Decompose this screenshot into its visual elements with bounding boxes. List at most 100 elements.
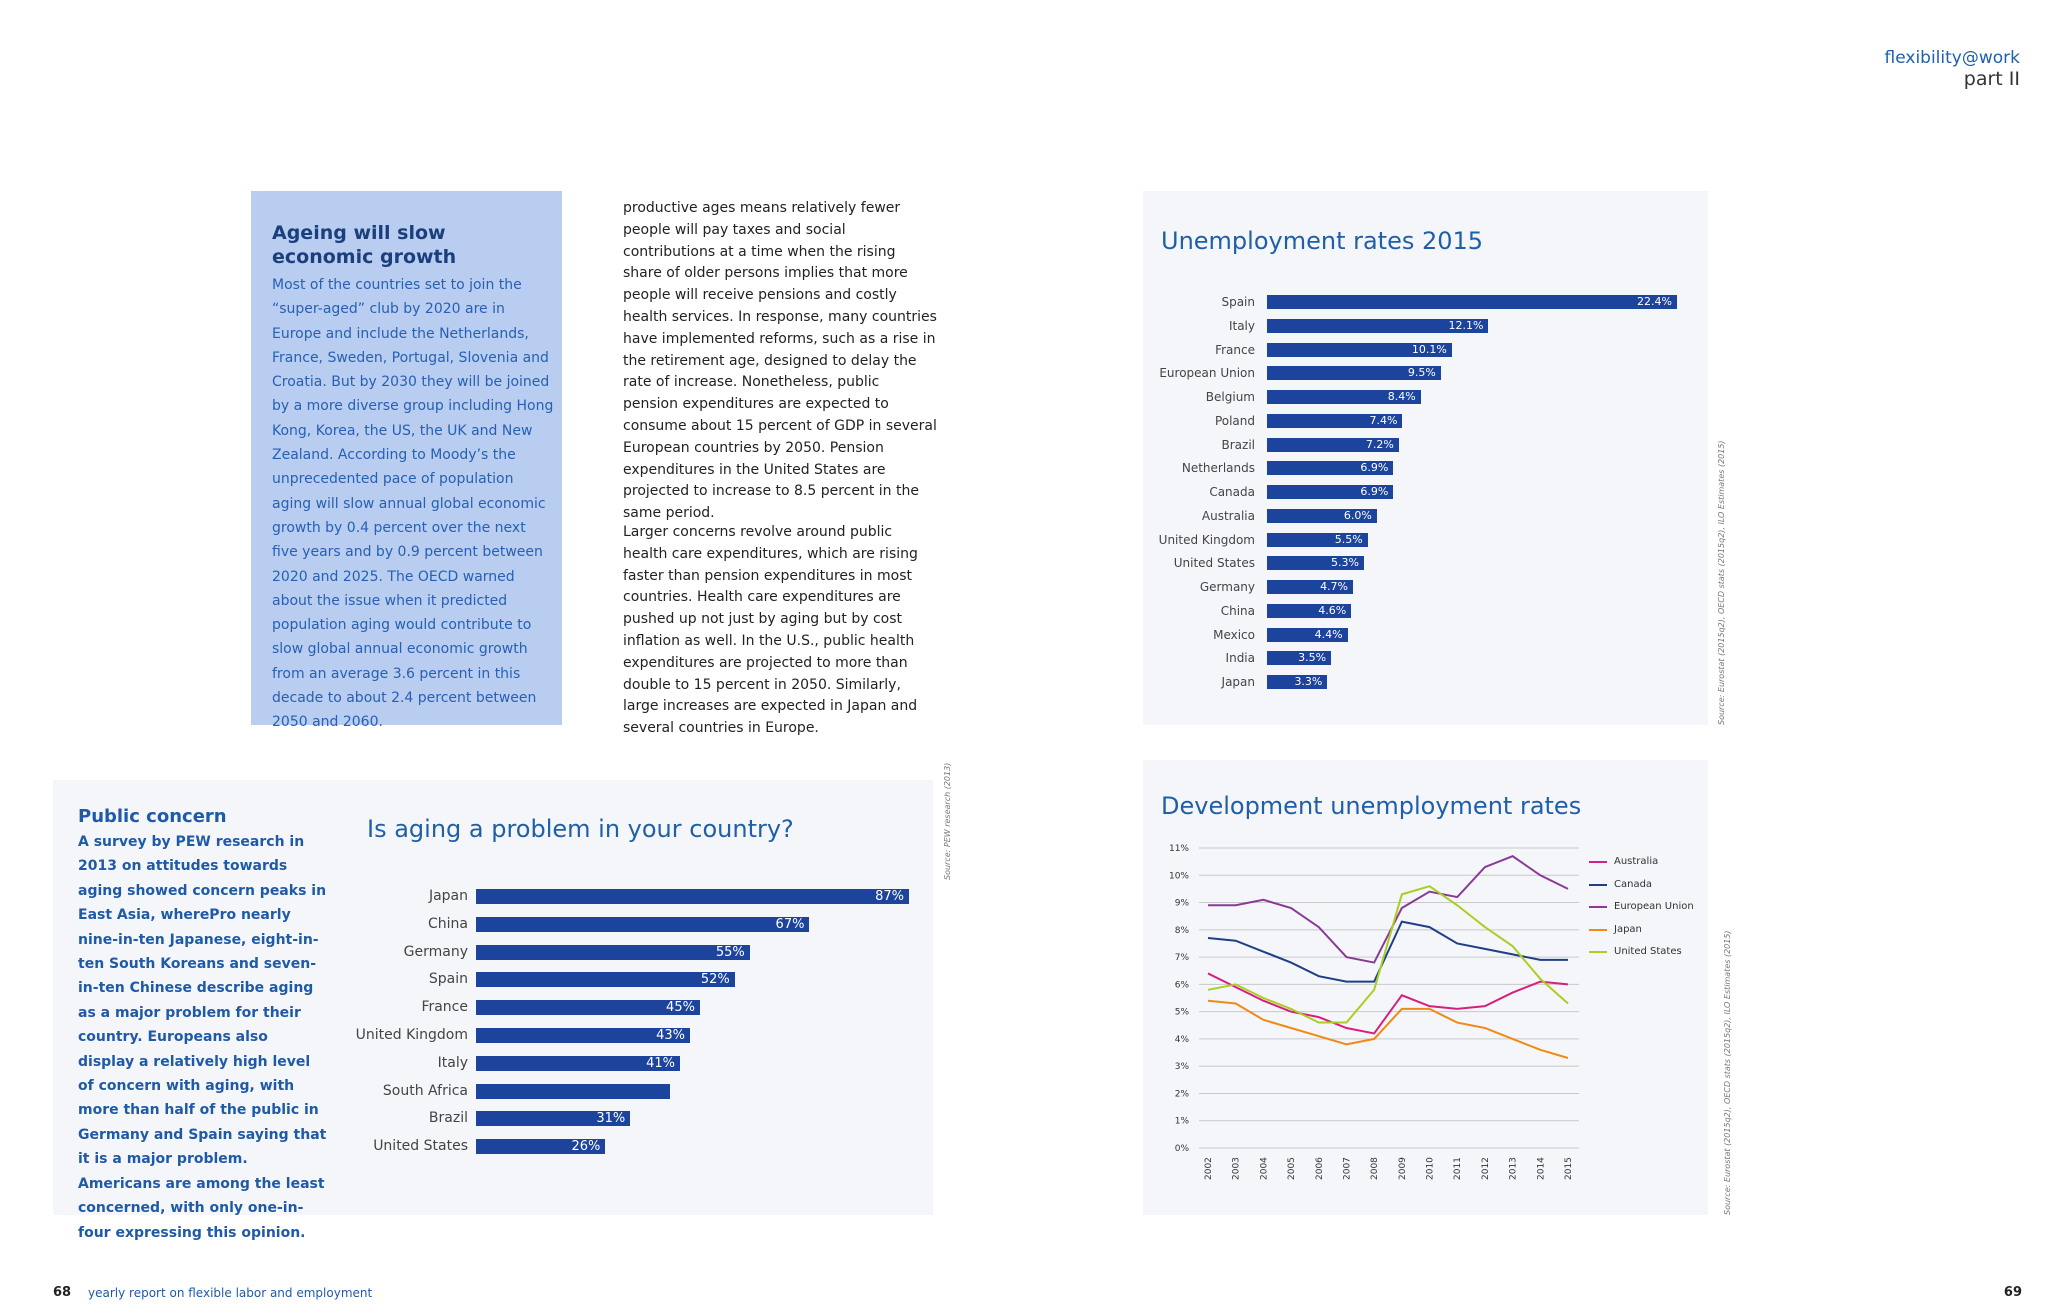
concern-title: Public concern [78,806,227,827]
bar-value-label: 6.9% [1360,485,1389,498]
bar: 8.4% [1267,390,1421,404]
x-tick-label: 2012 [1481,1157,1491,1180]
bar-category-label: Germany [1199,580,1255,594]
y-tick-label: 4% [1175,1035,1190,1045]
bar-value-label: 67% [775,916,805,932]
bar: 45% [476,1000,700,1016]
bar-value-label: 6.9% [1360,461,1389,475]
x-tick-label: 2002 [1204,1157,1214,1180]
page-number-right: 69 [2003,1285,2022,1300]
bar-category-label: Poland [1214,413,1255,428]
bar: 3.3% [1267,675,1328,689]
bar-value-label: 26% [571,1139,601,1155]
bar-category-label: Brazil [428,1110,468,1127]
page-number-left: 68 [53,1285,72,1300]
x-tick-label: 2004 [1259,1157,1269,1180]
series-line-canada [1207,920,1568,983]
bar: 41% [476,1055,681,1071]
bar-category-label: United States [1173,556,1255,571]
bar: 5.5% [1267,532,1368,547]
bar-value-label: 87% [875,889,904,904]
bar: 4.6% [1267,603,1352,618]
bar-category-label: Australia [1201,508,1255,523]
line-chart: 0% 1% 2% 3% 4% 5% 6% 7% 8% 9% 10% 11% 2002 2003 2004 20… [1169,844,1579,1180]
chart-title: Unemployment rates 2015 [1161,227,1484,255]
bar-category-label: United Kingdom [1158,532,1255,547]
y-tick-label: 6% [1175,980,1190,990]
bar-value-label: 41% [646,1055,676,1071]
bar-category-label: Japan [428,888,468,904]
bar: 7.2% [1267,437,1399,452]
bar-category-label: China [428,915,468,932]
sidebar-box: Ageing will slow economic growth Most of… [251,191,562,730]
chart-source: Source: PEW research (2013) [943,762,952,880]
legend-swatch [1589,928,1607,931]
bar-category-label: Italy [1228,318,1255,333]
bar: 6.9% [1267,461,1394,476]
bar-category-label: United States [373,1138,468,1155]
legend-swatch [1589,906,1607,908]
bar-category-label: Spain [428,971,468,988]
bar: 43% [476,1028,690,1043]
bar: 7.4% [1267,413,1403,428]
bar-value-label: 52% [700,972,730,988]
y-tick-label: 1% [1175,1117,1190,1127]
legend-swatch [1589,861,1607,863]
bar: 9.5% [1267,366,1441,381]
bar-value-label: 22.4% [1637,295,1672,308]
bar: 5.3% [1267,556,1364,571]
bar-value-label: 4.6% [1318,603,1347,617]
concern-body: A survey by PEW research in 2013 on atti… [78,834,327,1241]
x-tick-label: 2003 [1232,1157,1242,1180]
sidebar-body: Most of the countries set to join the “s… [272,277,554,731]
bar-value-label: 10.1% [1411,342,1447,356]
bar-value-label: 55% [715,944,745,960]
bar-value-label: 31% [596,1111,626,1127]
bar: 12.1% [1267,318,1489,333]
legend-label: United States [1614,946,1682,957]
x-tick-label: 2013 [1509,1157,1519,1180]
bar-value-label: 7.4% [1369,413,1398,427]
legend-label: European Union [1614,901,1694,912]
bar: 22.4% [1267,295,1677,309]
y-tick-label: 0% [1175,1144,1190,1154]
bar: 6.9% [1267,485,1394,499]
series-line-australia [1207,972,1569,1035]
x-tick-label: 2010 [1426,1157,1436,1180]
bar-category-label: Netherlands [1181,461,1255,476]
bar-value-label: 43% [656,1028,685,1043]
chart-source: Source: Eurostat (2015q2), OECD stats (2… [1723,930,1732,1215]
chart-source: Source: Eurostat (2015q2), OECD stats (2… [1717,440,1726,725]
bar: 87% [476,889,909,904]
bar-value-label: 5.3% [1331,556,1359,570]
y-tick-label: 11% [1169,844,1189,854]
y-tick-label: 2% [1175,1089,1190,1099]
bar-category-label: Belgium [1205,390,1255,404]
bar: 26% [476,1139,606,1155]
bar-category-label: Germany [403,943,468,960]
y-tick-label: 8% [1175,926,1190,936]
bar-category-label: United Kingdom [355,1027,468,1043]
x-tick-label: 2014 [1536,1157,1546,1180]
legend-label: Canada [1614,878,1653,890]
bar-category-label: France [421,999,468,1016]
x-tick-label: 2009 [1398,1157,1408,1180]
bar-value-label: 3.5% [1298,651,1327,665]
y-tick-label: 7% [1175,953,1190,963]
y-tick-label: 10% [1169,871,1189,881]
x-tick-label: 2015 [1564,1157,1574,1180]
header-title: flexibility@work [1884,48,2020,68]
bar: 4.4% [1267,627,1348,642]
unemployment-chart-panel: Unemployment rates 2015 Spain 22.4% Italy 1… [1143,191,1708,725]
bar-value-label: 4.7% [1320,580,1349,593]
bar-category-label: France [1215,342,1255,357]
bar: 3.5% [1267,651,1332,666]
bar-value-label: 7.2% [1365,437,1394,451]
bar-category-label: Brazil [1221,437,1256,452]
bar: 4.7% [1267,580,1354,594]
y-tick-label: 9% [1175,899,1190,909]
x-tick-label: 2005 [1287,1157,1297,1180]
chart-title: Is aging a problem in your country? [367,815,794,843]
legend-swatch [1589,951,1607,953]
bar: 55% [476,944,750,960]
